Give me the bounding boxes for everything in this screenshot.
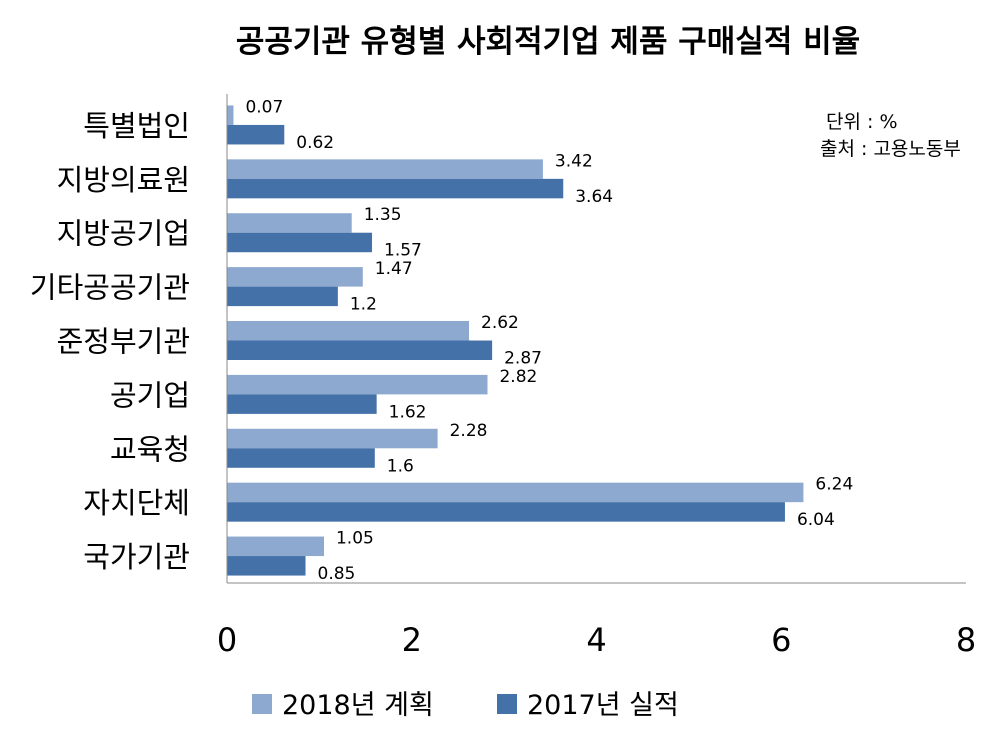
- category-label: 특별법인: [83, 109, 190, 143]
- bar: [227, 321, 470, 341]
- data-label: 2.62: [481, 313, 519, 333]
- x-tick-label: 2: [402, 621, 422, 659]
- bar: [227, 267, 363, 287]
- category-label: 공기업: [110, 378, 190, 412]
- data-label: 1.2: [350, 295, 377, 315]
- category-label: 준정부기관: [57, 325, 190, 359]
- category-label: 기타공공기관: [30, 271, 190, 305]
- bar: [227, 428, 438, 449]
- category-label: 지방의료원: [57, 163, 190, 197]
- data-label: 3.42: [555, 151, 593, 171]
- data-label: 1.57: [384, 241, 422, 261]
- bar: [227, 536, 324, 557]
- bar: [227, 232, 373, 253]
- legend-label: 2018년 계획: [282, 690, 434, 721]
- category-label: 지방공기업: [57, 217, 190, 251]
- x-tick-label: 6: [771, 621, 791, 659]
- data-label: 2.82: [499, 367, 537, 387]
- data-label: 0.07: [245, 97, 283, 117]
- data-label: 1.05: [336, 529, 374, 549]
- category-label: 교육청: [110, 432, 190, 466]
- bar: [227, 124, 285, 145]
- data-label: 1.62: [389, 402, 427, 422]
- legend-swatch: [497, 694, 517, 714]
- bar: [227, 159, 543, 179]
- x-tick-label: 0: [217, 621, 237, 659]
- bar: [227, 482, 804, 503]
- category-label: 자치단체: [83, 486, 190, 520]
- category-label: 국가기관: [83, 540, 190, 574]
- data-label: 0.85: [318, 564, 356, 584]
- data-label: 0.62: [296, 133, 334, 153]
- data-label: 1.47: [375, 259, 413, 279]
- chart-title: 공공기관 유형별 사회적기업 제품 구매실적 비율: [236, 24, 860, 60]
- data-label: 2.87: [504, 349, 542, 369]
- bar: [227, 556, 306, 576]
- x-tick-label: 4: [586, 621, 606, 659]
- bar: [227, 448, 375, 468]
- legend-swatch: [252, 694, 272, 714]
- bar: [227, 286, 338, 307]
- source-note: 출처 : 고용노동부: [820, 138, 961, 160]
- legend-label: 2017년 실적: [527, 690, 679, 721]
- bar: [227, 502, 785, 522]
- bar: [227, 213, 352, 233]
- data-label: 6.04: [797, 510, 835, 530]
- data-label: 3.64: [575, 187, 613, 207]
- data-label: 1.35: [364, 205, 402, 225]
- bar: [227, 178, 564, 199]
- x-tick-label: 8: [956, 621, 976, 659]
- data-label: 6.24: [815, 475, 853, 495]
- bar: [227, 374, 488, 395]
- bar: [227, 394, 377, 414]
- bar: [227, 105, 234, 125]
- data-label: 2.28: [450, 421, 488, 441]
- bar: [227, 340, 493, 360]
- data-label: 1.6: [387, 456, 414, 476]
- unit-note: 단위 : %: [826, 111, 898, 133]
